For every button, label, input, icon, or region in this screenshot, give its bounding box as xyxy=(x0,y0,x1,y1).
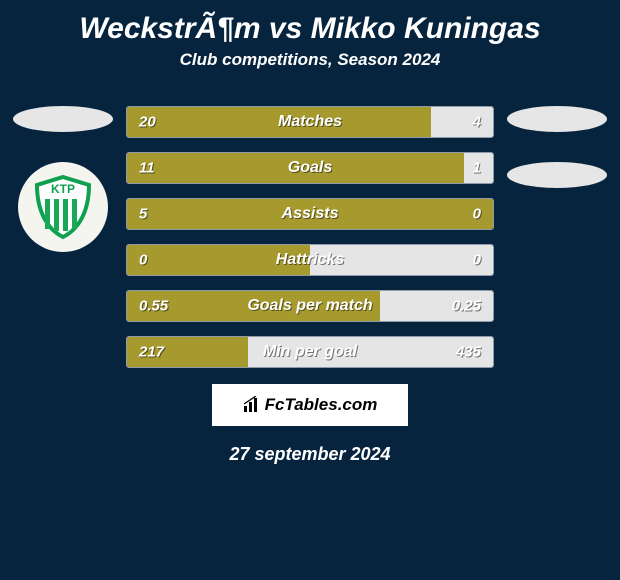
stat-label: Hattricks xyxy=(276,251,344,269)
player-right-placeholder-icon xyxy=(507,106,607,132)
stat-row: 0 0 Hattricks xyxy=(126,244,494,276)
stat-value-left: 0.55 xyxy=(139,298,168,315)
stat-value-right: 4 xyxy=(473,114,481,131)
stat-label: Assists xyxy=(282,205,339,223)
stat-row: 217 435 Min per goal xyxy=(126,336,494,368)
stat-label: Min per goal xyxy=(263,343,357,361)
date-label: 27 september 2024 xyxy=(8,444,612,465)
stat-row: 0.55 0.25 Goals per match xyxy=(126,290,494,322)
club-badge-text: KTP xyxy=(51,182,75,196)
stat-value-left: 0 xyxy=(139,252,147,269)
stat-value-left: 20 xyxy=(139,114,156,131)
stat-bars: 204Matches111Goals50Assists00Hattricks0.… xyxy=(126,106,494,368)
club-right-placeholder-icon xyxy=(507,162,607,188)
stat-bar-right xyxy=(431,107,493,137)
right-column xyxy=(502,106,612,188)
stat-value-left: 5 xyxy=(139,206,147,223)
stat-value-right: 0 xyxy=(473,252,481,269)
page-title: WeckstrÃ¶m vs Mikko Kuningas xyxy=(8,0,612,50)
comparison-widget: WeckstrÃ¶m vs Mikko Kuningas Club compet… xyxy=(0,0,620,465)
stat-value-left: 217 xyxy=(139,344,164,361)
stat-value-right: 0.25 xyxy=(452,298,481,315)
stat-label: Matches xyxy=(278,113,342,131)
stat-label: Goals per match xyxy=(247,297,372,315)
left-column: KTP xyxy=(8,106,118,252)
branding-box[interactable]: FcTables.com xyxy=(212,384,408,426)
stat-label: Goals xyxy=(288,159,332,177)
content-row: KTP 204Matches111Goals50Assists00Hattric… xyxy=(8,106,612,368)
shield-icon: KTP xyxy=(27,171,99,243)
stat-row: 20 4 Matches xyxy=(126,106,494,138)
stat-row: 111Goals xyxy=(126,152,494,184)
player-left-placeholder-icon xyxy=(13,106,113,132)
branding-label: FcTables.com xyxy=(265,395,378,415)
stat-row: 5 0 Assists xyxy=(126,198,494,230)
stat-value-right: 435 xyxy=(456,344,481,361)
stat-value-right: 0 xyxy=(473,206,481,223)
stat-value-left: 11 xyxy=(139,160,155,177)
club-badge-left: KTP xyxy=(18,162,108,252)
subtitle: Club competitions, Season 2024 xyxy=(8,50,612,70)
stat-value-right: 1 xyxy=(473,160,481,177)
chart-icon xyxy=(243,396,261,414)
